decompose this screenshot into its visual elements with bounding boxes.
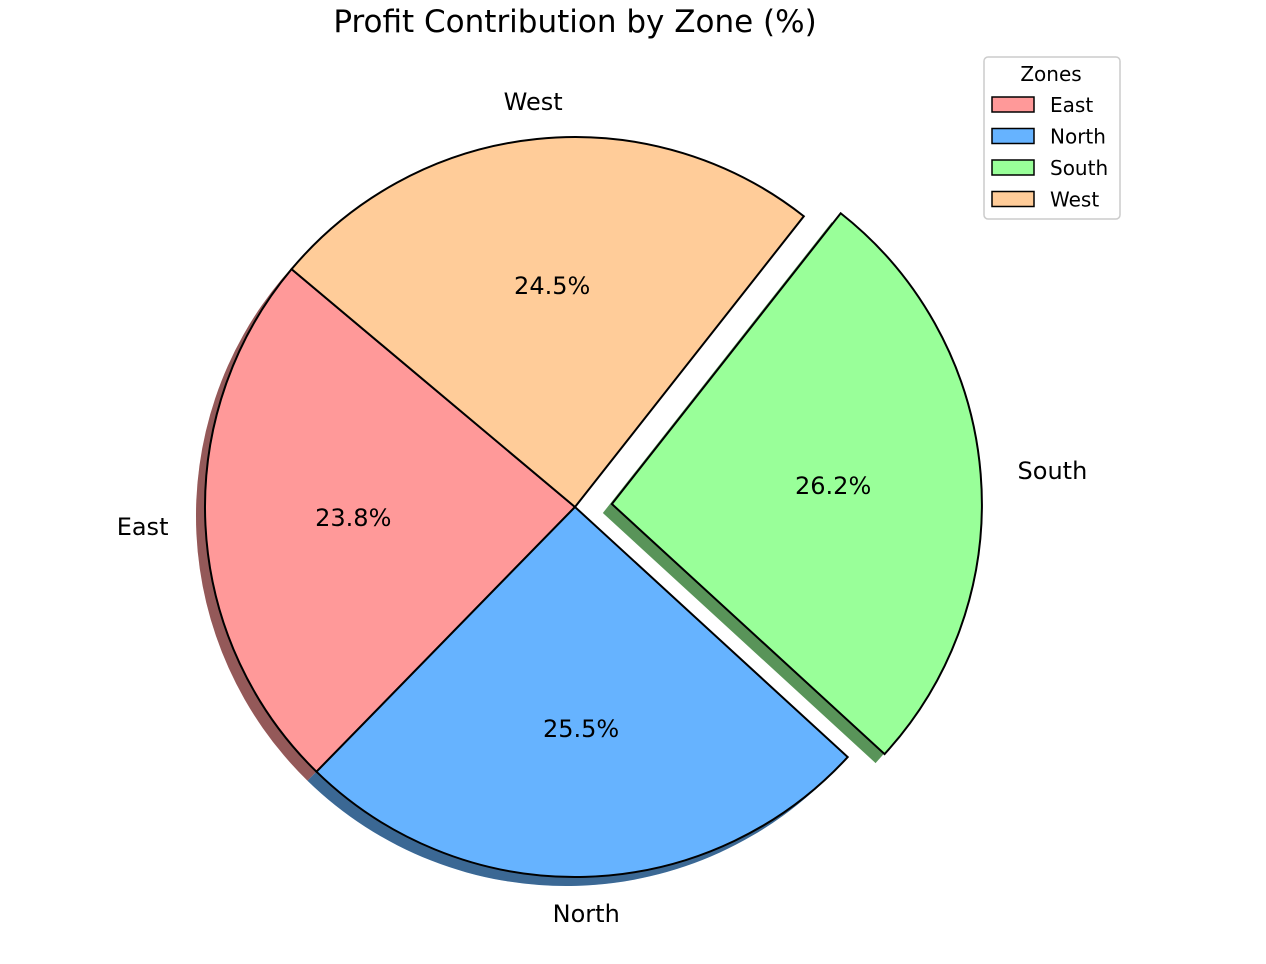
legend-swatch-east: [991, 96, 1035, 113]
legend: Zones East North South West: [983, 56, 1121, 220]
slice-label-north: North: [553, 900, 620, 928]
slice-percent-label-east: 23.8%: [315, 504, 391, 532]
legend-swatch-south: [991, 159, 1035, 176]
legend-label-north: North: [1050, 125, 1106, 149]
chart-title: Profit Contribution by Zone (%): [333, 4, 816, 40]
legend-entries: East North South West: [991, 93, 1108, 212]
slice-percent-label-south: 26.2%: [795, 472, 871, 500]
legend-swatch-north: [991, 127, 1035, 145]
slice-label-west: West: [504, 88, 563, 116]
legend-swatch-west: [991, 190, 1035, 208]
legend-label-east: East: [1050, 93, 1093, 117]
slice-percent-label-north: 25.5%: [543, 715, 619, 743]
legend-title: Zones: [1020, 62, 1081, 86]
slice-percent-label-west: 24.5%: [514, 272, 590, 300]
slice-south: [610, 211, 983, 756]
legend-label-west: West: [1050, 188, 1099, 212]
slice-east: [204, 267, 577, 774]
label-layer: 23.8% East 25.5% North 26.2% South 24.5% West: [117, 88, 1088, 928]
slice-layer: [204, 136, 983, 878]
slice-label-east: East: [117, 513, 169, 541]
slice-west: [290, 136, 806, 509]
slice-label-south: South: [1018, 457, 1088, 485]
slice-north: [315, 505, 850, 878]
legend-label-south: South: [1050, 156, 1108, 180]
